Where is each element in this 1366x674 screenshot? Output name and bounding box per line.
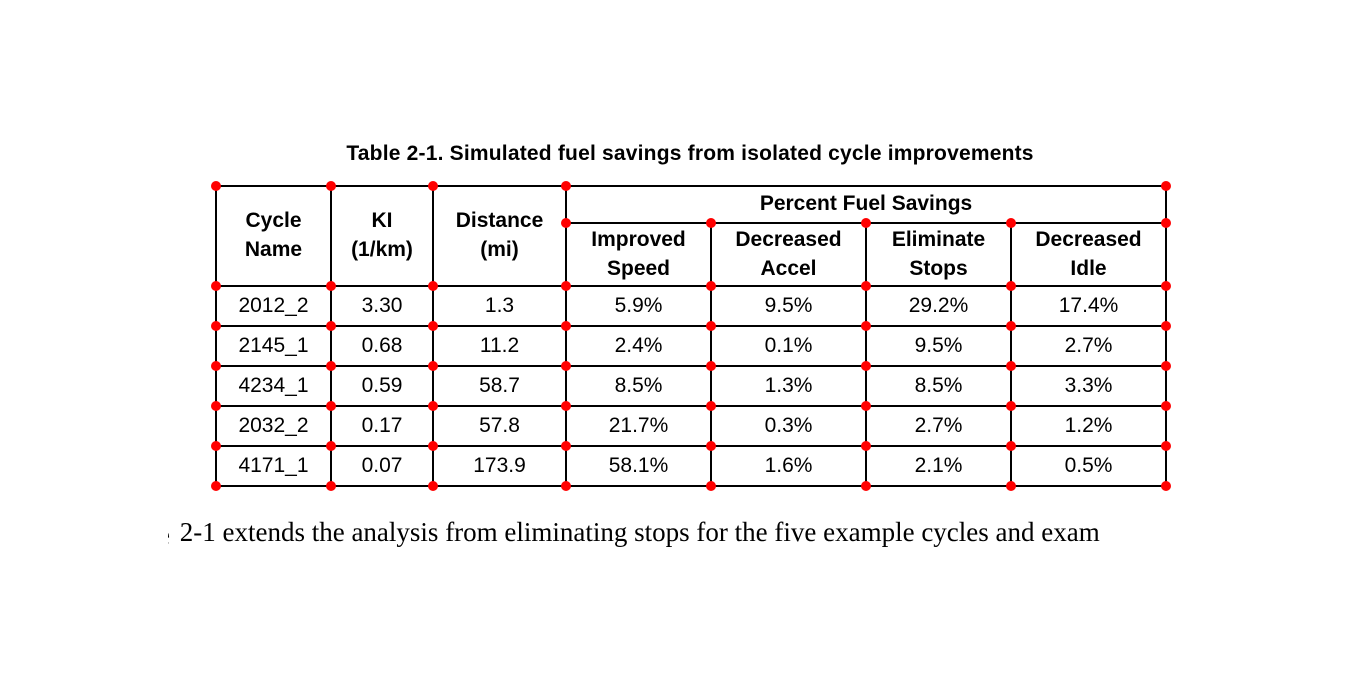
col-header-distance: Distance (mi) bbox=[432, 185, 567, 287]
table-cell-decreased-accel: 1.3% bbox=[710, 365, 867, 407]
table-cell-cycle-name: 2032_2 bbox=[215, 405, 332, 447]
table-cell-eliminate-stops: 9.5% bbox=[865, 325, 1012, 367]
table-cell-decreased-idle: 1.2% bbox=[1009, 405, 1168, 447]
table-cell-improved-speed: 58.1% bbox=[565, 445, 712, 487]
table-cell-cycle-name: 2145_1 bbox=[215, 325, 332, 367]
annotated-table-region: Cycle Name KI (1/km) Distance (mi) Perce… bbox=[211, 181, 1172, 491]
table-cell-decreased-accel: 1.6% bbox=[710, 445, 867, 487]
table-cell-eliminate-stops: 8.5% bbox=[865, 365, 1012, 407]
table-cell-ki: 0.68 bbox=[330, 325, 434, 367]
table-row: 2012_2 3.30 1.3 5.9% 9.5% 29.2% 17.4% bbox=[215, 285, 1168, 327]
table-cell-ki: 0.17 bbox=[330, 405, 434, 447]
table-cell-cycle-name: 2012_2 bbox=[215, 285, 332, 327]
table-cell-distance: 57.8 bbox=[432, 405, 567, 447]
table-cell-distance: 173.9 bbox=[432, 445, 567, 487]
table-row: 4234_1 0.59 58.7 8.5% 1.3% 8.5% 3.3% bbox=[215, 365, 1168, 407]
col-header-decreased-idle: Decreased Idle bbox=[1009, 222, 1168, 287]
table-header-row-group: Cycle Name KI (1/km) Distance (mi) Perce… bbox=[215, 185, 1168, 287]
table-body: 2012_2 3.30 1.3 5.9% 9.5% 29.2% 17.4% 2145_1 0.6… bbox=[215, 285, 1168, 487]
table-cell-decreased-accel: 0.3% bbox=[710, 405, 867, 447]
col-header-eliminate-stops: Eliminate Stops bbox=[865, 222, 1012, 287]
table-row: 2145_1 0.68 11.2 2.4% 0.1% 9.5% 2.7% bbox=[215, 325, 1168, 367]
table-cell-eliminate-stops: 29.2% bbox=[865, 285, 1012, 327]
col-header-cycle-name: Cycle Name bbox=[215, 185, 332, 287]
table-cell-ki: 3.30 bbox=[330, 285, 434, 327]
table-header: Cycle Name KI (1/km) Distance (mi) Perce… bbox=[215, 185, 1168, 287]
table-cell-distance: 58.7 bbox=[432, 365, 567, 407]
table-cell-distance: 1.3 bbox=[432, 285, 567, 327]
col-header-decreased-accel: Decreased Accel bbox=[710, 222, 867, 287]
table-cell-improved-speed: 5.9% bbox=[565, 285, 712, 327]
table-cell-distance: 11.2 bbox=[432, 325, 567, 367]
body-text-line: e 2-1 extends the analysis from eliminat… bbox=[168, 517, 1100, 548]
table-cell-decreased-idle: 17.4% bbox=[1009, 285, 1168, 327]
table-header-row-sub: Improved Speed Decreased Accel Eliminate… bbox=[216, 222, 1168, 287]
table-cell-decreased-accel: 0.1% bbox=[710, 325, 867, 367]
table-cell-improved-speed: 2.4% bbox=[565, 325, 712, 367]
table-cell-improved-speed: 8.5% bbox=[565, 365, 712, 407]
table-cell-eliminate-stops: 2.7% bbox=[865, 405, 1012, 447]
col-group-header-percent-fuel-savings: Percent Fuel Savings bbox=[564, 185, 1168, 224]
table-cell-decreased-accel: 9.5% bbox=[710, 285, 867, 327]
table-cell-ki: 0.59 bbox=[330, 365, 434, 407]
col-header-improved-speed: Improved Speed bbox=[565, 222, 712, 287]
body-text: 2-1 extends the analysis from eliminatin… bbox=[179, 517, 1100, 547]
table-row: 4171_1 0.07 173.9 58.1% 1.6% 2.1% 0.5% bbox=[215, 445, 1168, 487]
table-cell-improved-speed: 21.7% bbox=[565, 405, 712, 447]
table-cell-ki: 0.07 bbox=[330, 445, 434, 487]
table-row: 2032_2 0.17 57.8 21.7% 0.3% 2.7% 1.2% bbox=[215, 405, 1168, 447]
table-cell-cycle-name: 4171_1 bbox=[215, 445, 332, 487]
table-cell-cycle-name: 4234_1 bbox=[215, 365, 332, 407]
fuel-savings-table: Cycle Name KI (1/km) Distance (mi) Perce… bbox=[215, 185, 1168, 487]
table-caption: Table 2-1. Simulated fuel savings from i… bbox=[346, 142, 1034, 165]
table-cell-decreased-idle: 3.3% bbox=[1009, 365, 1168, 407]
table-cell-eliminate-stops: 2.1% bbox=[865, 445, 1012, 487]
table-cell-decreased-idle: 0.5% bbox=[1009, 445, 1168, 487]
table-cell-decreased-idle: 2.7% bbox=[1009, 325, 1168, 367]
clipped-character: e bbox=[168, 520, 173, 548]
col-header-ki: KI (1/km) bbox=[330, 185, 434, 287]
